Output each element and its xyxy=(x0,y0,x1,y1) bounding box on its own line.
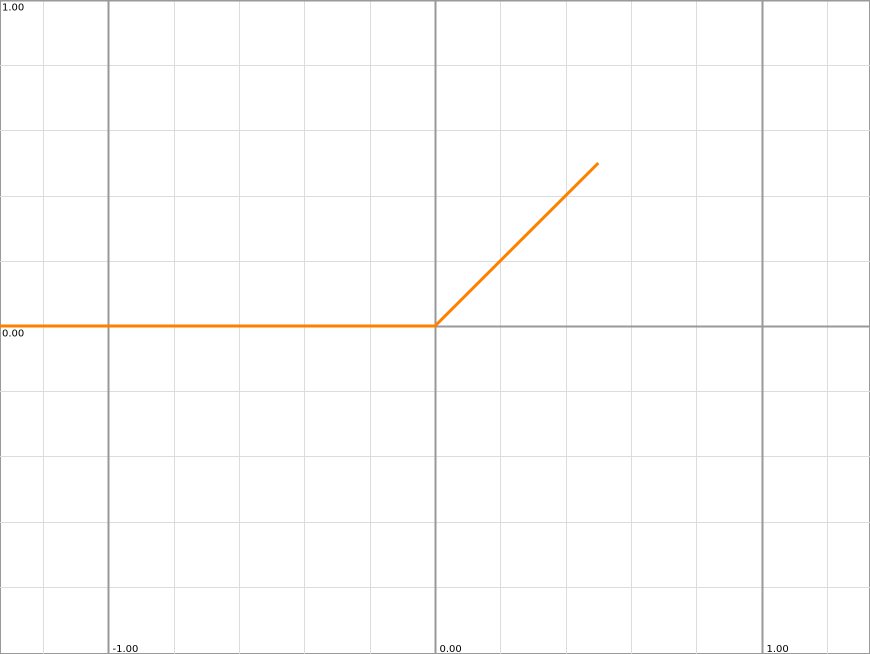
y-tick-label: 1.00 xyxy=(2,3,24,14)
x-tick-label: 0.00 xyxy=(440,644,462,654)
y-tick-label: 0.00 xyxy=(2,329,24,340)
line xyxy=(0,161,600,328)
x-tick-label: 1.00 xyxy=(767,644,789,654)
x-tick-label: -1.00 xyxy=(113,644,139,654)
